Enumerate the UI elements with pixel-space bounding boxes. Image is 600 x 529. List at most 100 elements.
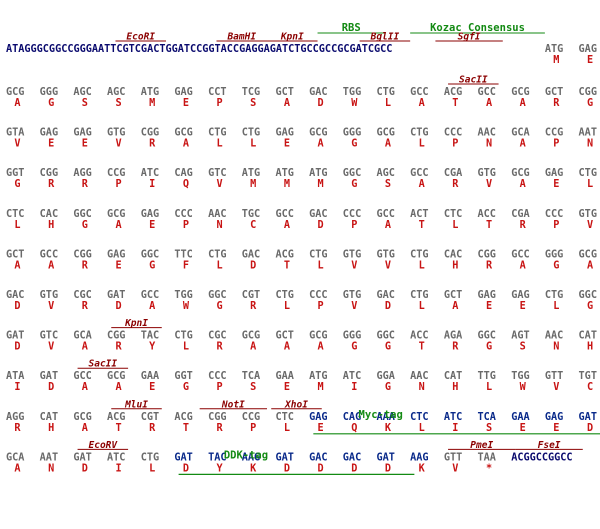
codon: GAC [343,452,361,463]
amino-acid: G [183,382,189,393]
codon: CCG [107,168,125,179]
amino-acid: L [183,342,189,353]
codon: CTG [208,249,226,260]
codon: AAG [242,452,260,463]
amino-acid: A [14,260,20,271]
row-9-tail-sequence: ACGGCCGGCC [511,452,572,463]
row-0-site-0: SacII [459,75,488,86]
amino-acid: A [587,260,593,271]
amino-acid: M [318,382,324,393]
amino-acid: A [385,220,391,231]
codon: GCG [107,209,125,220]
amino-acid: R [217,342,224,353]
codon: CCC [208,371,226,382]
codon: GGT [6,168,24,179]
codon: ACG [174,412,192,423]
amino-acid: T [284,260,290,271]
codon: TCG [242,87,260,98]
codon: GTG [376,249,394,260]
codon: ATG [242,168,260,179]
codon: CTG [410,290,428,301]
amino-acid: N [553,342,559,353]
amino-acid: E [553,179,559,190]
amino-acid: E [520,301,526,312]
codon: CTC [6,209,24,220]
codon: AGC [73,87,91,98]
amino-acid: R [217,423,224,434]
codon: TAC [208,452,226,463]
amino-acid: * [486,463,492,474]
amino-acid: A [284,98,290,109]
codon: GAC [309,87,327,98]
codon: GTT [444,452,462,463]
amino-acid: R [452,342,459,353]
amino-acid: N [587,139,593,150]
amino-acid: P [217,382,223,393]
amino-acid: A [419,179,425,190]
amino-acid: H [48,423,54,434]
amino-acid: E [183,98,189,109]
codon: GCC [511,249,529,260]
header-site-3: BglII [370,32,400,43]
amino-acid: N [217,220,223,231]
amino-acid: D [14,301,20,312]
amino-acid: L [419,139,425,150]
amino-acid: G [385,382,391,393]
row-9-site-1: PmeI [470,440,493,451]
codon: CCC [174,209,192,220]
codon: GAT [107,290,125,301]
codon: GCA [73,331,91,342]
codon: GCC [275,209,293,220]
codon: CCG [545,128,563,139]
codon: CTC [275,412,293,423]
codon: GGT [174,371,192,382]
amino-acid: K [250,463,257,474]
amino-acid: R [115,342,122,353]
codon: GCG [309,331,327,342]
row-8-site-1: NotI [221,399,245,410]
codon: GCG [376,128,394,139]
amino-acid: P [553,139,559,150]
codon: TAC [141,331,159,342]
codon: GGC [73,209,91,220]
codon: GGC [478,331,496,342]
codon: GGC [208,290,226,301]
codon: GTC [208,168,226,179]
amino-acid: L [14,220,20,231]
amino-acid: A [82,382,88,393]
amino-acid: W [183,301,190,312]
amino-acid: D [385,301,391,312]
codon: ATA [6,371,24,382]
codon: CTG [141,452,159,463]
codon: GCG [107,371,125,382]
amino-acid: S [250,382,256,393]
codon: CAT [444,371,462,382]
amino-acid: A [250,342,256,353]
amino-acid: A [520,98,526,109]
codon: TGG [343,87,361,98]
codon: CCC [343,209,361,220]
amino-acid: E [520,423,526,434]
amino-acid: V [115,139,121,150]
codon: GCG [174,128,192,139]
codon: ATC [141,168,159,179]
codon: ATG [309,168,327,179]
codon: GAT [73,452,91,463]
codon: GCC [73,371,91,382]
codon: ACC [478,209,496,220]
amino-acid: L [486,382,492,393]
codon: CTG [376,87,394,98]
codon: GCG [6,87,24,98]
header-codon: GAG [579,44,597,55]
amino-acid: M [250,179,256,190]
row-9-site-2: FseI [538,440,561,451]
row-8-site-0: MluI [124,399,148,410]
codon: GAA [511,412,529,423]
amino-acid: N [419,382,425,393]
codon: ATG [275,168,293,179]
codon: TCA [242,371,260,382]
codon: GAG [40,128,58,139]
amino-acid: E [115,260,121,271]
amino-acid: P [318,301,324,312]
codon: GAG [511,290,529,301]
